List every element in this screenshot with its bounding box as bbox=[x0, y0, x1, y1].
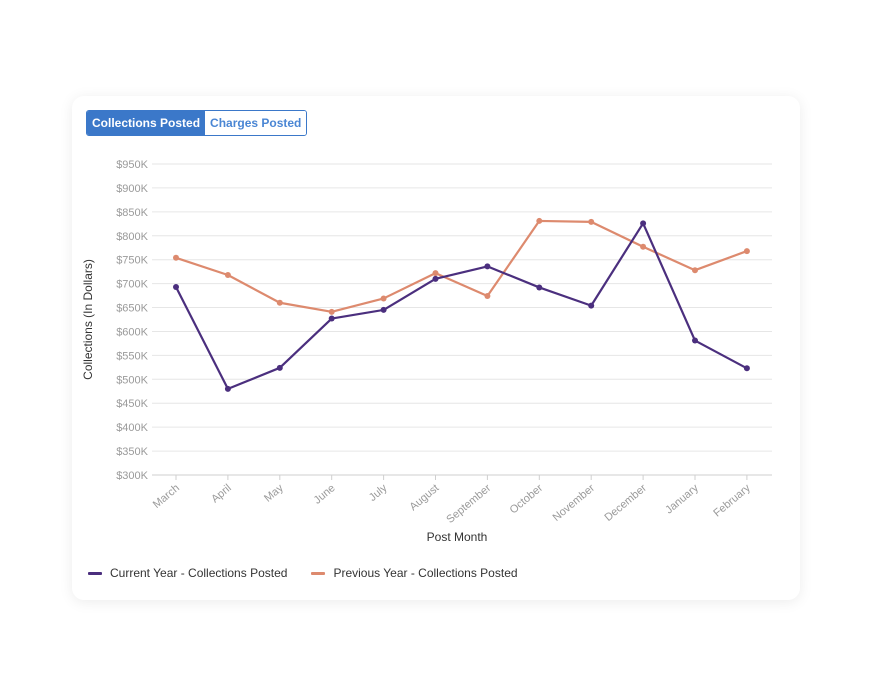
x-tick-label: June bbox=[312, 482, 338, 507]
previous-year-line bbox=[175, 219, 748, 313]
x-tick-label: January bbox=[663, 482, 701, 517]
legend-label-previous: Previous Year - Collections Posted bbox=[333, 566, 518, 580]
legend-swatch-previous bbox=[311, 571, 326, 575]
previous-year-point bbox=[640, 243, 647, 250]
y-tick-label: $350K bbox=[116, 446, 148, 458]
x-tick-label: September bbox=[444, 482, 493, 526]
x-tick-label: December bbox=[602, 482, 649, 524]
legend-swatch-current bbox=[88, 571, 102, 575]
x-tick-label: April bbox=[209, 482, 234, 505]
previous-year-point bbox=[380, 295, 387, 302]
previous-year-point bbox=[432, 270, 439, 277]
line-chart: $300K $350K $400K $450K $500K $550K $600K $650K… bbox=[81, 159, 772, 544]
current-year-point bbox=[328, 315, 335, 322]
legend-item-previous[interactable]: Previous Year - Collections Posted bbox=[311, 566, 518, 580]
current-year-point bbox=[432, 275, 439, 282]
y-tick-label: $450K bbox=[116, 398, 148, 410]
chart-card: Collections Posted Charges Posted $300K $… bbox=[72, 96, 800, 600]
x-tick-label: February bbox=[711, 482, 753, 520]
legend-label-current: Current Year - Collections Posted bbox=[110, 566, 288, 580]
y-tick-label: $850K bbox=[116, 207, 148, 219]
current-year-line bbox=[175, 222, 748, 390]
y-tick-label: $550K bbox=[116, 350, 148, 362]
y-axis-title: Collections (In Dollars) bbox=[81, 259, 95, 380]
x-tick-label: May bbox=[262, 482, 286, 505]
y-tick-label: $300K bbox=[116, 470, 148, 482]
previous-year-point bbox=[692, 267, 698, 274]
previous-year-point bbox=[173, 254, 179, 261]
y-tick-label: $900K bbox=[116, 183, 148, 195]
previous-year-point bbox=[484, 293, 491, 300]
current-year-point bbox=[692, 337, 698, 344]
x-tick-label: November bbox=[551, 482, 598, 524]
x-tick-label: October bbox=[508, 482, 546, 517]
current-year-point bbox=[536, 284, 543, 291]
current-year-point bbox=[640, 220, 647, 227]
previous-year-point bbox=[536, 217, 543, 224]
y-tick-label: $400K bbox=[116, 422, 148, 434]
y-tick-label: $600K bbox=[116, 326, 148, 338]
x-tick-label: August bbox=[407, 482, 441, 513]
x-axis-title: Post Month bbox=[427, 530, 488, 544]
charges-posted-button[interactable]: Charges Posted bbox=[205, 111, 307, 135]
previous-year-point bbox=[224, 272, 231, 279]
y-tick-label: $700K bbox=[116, 279, 148, 291]
metric-toggle: Collections Posted Charges Posted bbox=[86, 110, 308, 136]
y-tick-label: $800K bbox=[116, 231, 148, 243]
previous-year-point bbox=[328, 308, 335, 315]
current-year-point bbox=[484, 263, 491, 270]
current-year-point bbox=[173, 283, 179, 290]
y-tick-label: $950K bbox=[116, 159, 148, 171]
y-tick-label: $750K bbox=[116, 255, 148, 267]
x-tick-label: July bbox=[367, 482, 390, 504]
current-year-point bbox=[276, 364, 283, 371]
y-tick-label: $500K bbox=[116, 374, 148, 386]
previous-year-point bbox=[588, 218, 595, 225]
previous-year-point bbox=[743, 248, 750, 255]
legend-item-current[interactable]: Current Year - Collections Posted bbox=[88, 566, 287, 580]
previous-year-point bbox=[276, 299, 283, 306]
x-tick-label: March bbox=[151, 482, 182, 511]
current-year-point bbox=[743, 365, 750, 372]
legend: Current Year - Collections Posted Previo… bbox=[88, 566, 518, 580]
y-tick-label: $650K bbox=[116, 303, 148, 315]
current-year-point bbox=[380, 306, 387, 313]
collections-posted-button[interactable]: Collections Posted bbox=[87, 111, 206, 135]
current-year-point bbox=[588, 302, 595, 309]
current-year-point bbox=[224, 385, 231, 392]
